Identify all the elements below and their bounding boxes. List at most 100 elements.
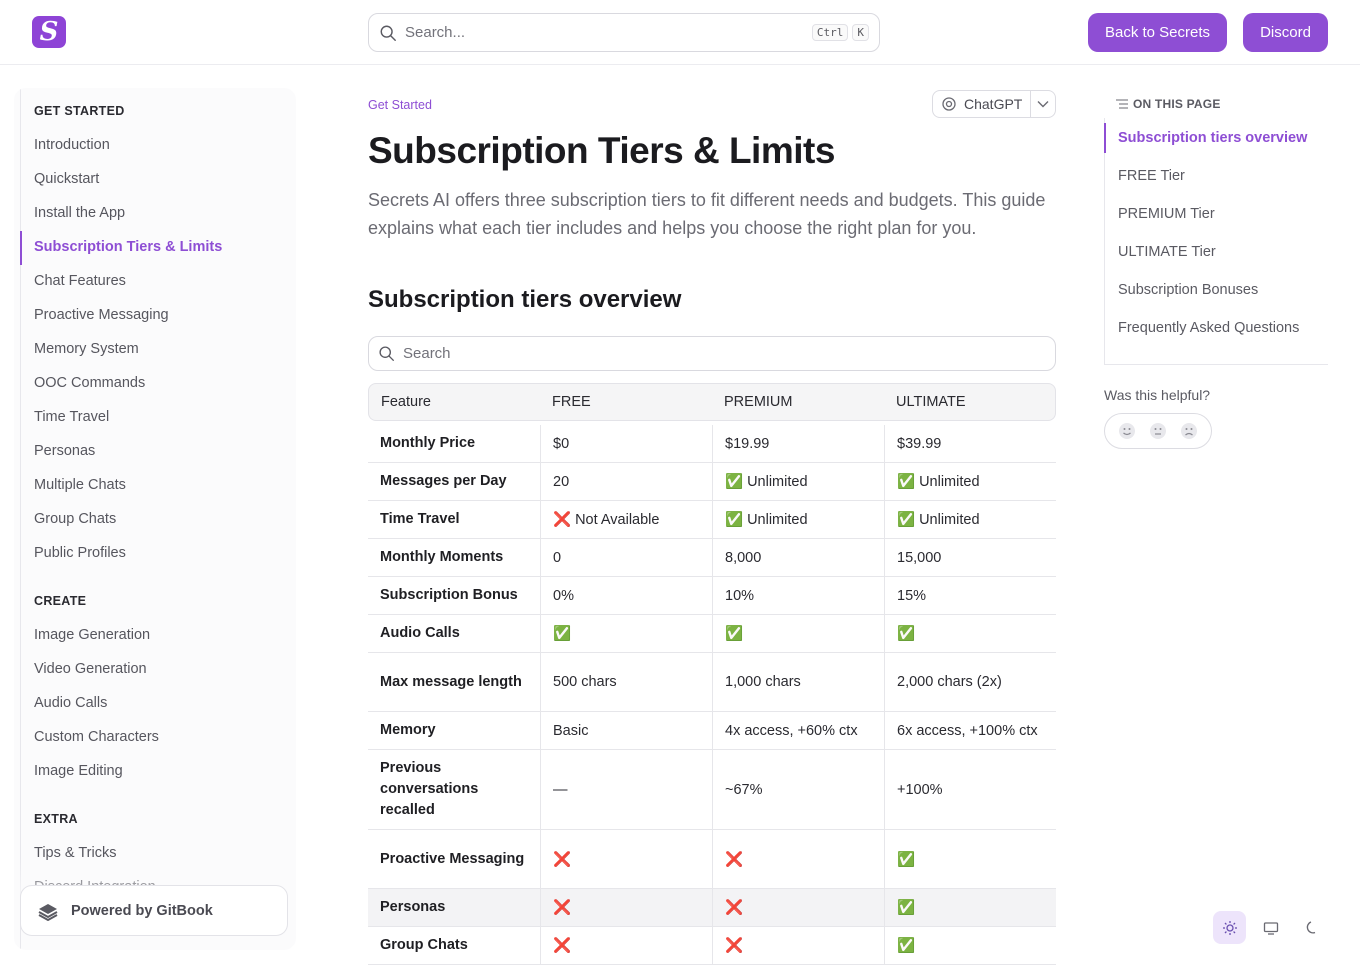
feature-cell: Proactive Messaging bbox=[368, 830, 540, 889]
helpful-label: Was this helpful? bbox=[1104, 387, 1211, 403]
value-cell: ❌ bbox=[540, 927, 712, 965]
table-row: Time Travel ❌ Not Available ✅ Unlimited ✅ U… bbox=[368, 501, 1056, 539]
value-cell: ❌ bbox=[712, 927, 884, 965]
dark-theme-button[interactable] bbox=[1295, 911, 1328, 944]
table-row: Memory Basic 4x access, +60% ctx 6x access,… bbox=[368, 712, 1056, 750]
toc-item-subscription-bonuses[interactable]: Subscription Bonuses bbox=[1118, 282, 1259, 298]
sidebar-item-introduction[interactable]: Introduction bbox=[34, 137, 110, 153]
feature-cell: Audio Calls bbox=[368, 615, 540, 653]
value-cell: ✅ bbox=[712, 615, 884, 653]
value-cell: ✅ Unlimited bbox=[884, 501, 1056, 539]
search-bar[interactable]: Search... Ctrl K bbox=[368, 13, 880, 52]
value-cell: 15% bbox=[884, 577, 1056, 615]
toc-item-free-tier[interactable]: FREE Tier bbox=[1118, 168, 1185, 184]
table-row: Max message length 500 chars 1,000 chars 2,… bbox=[368, 653, 1056, 712]
value-cell: 8,000 bbox=[712, 539, 884, 577]
sidebar-item-image-editing[interactable]: Image Editing bbox=[34, 763, 123, 779]
monitor-icon bbox=[1263, 921, 1278, 935]
value-cell: ❌ bbox=[712, 889, 884, 927]
toc-item-ultimate-tier[interactable]: ULTIMATE Tier bbox=[1118, 244, 1216, 260]
column-header-premium: PREMIUM bbox=[712, 383, 884, 421]
table-search-input[interactable]: Search bbox=[368, 336, 1056, 371]
value-cell: $19.99 bbox=[712, 425, 884, 463]
value-cell: $0 bbox=[540, 425, 712, 463]
toc-item-premium-tier[interactable]: PREMIUM Tier bbox=[1118, 206, 1215, 222]
sidebar-item-tips-and-tricks[interactable]: Tips & Tricks bbox=[34, 845, 117, 861]
chatgpt-button[interactable]: ChatGPT bbox=[933, 91, 1031, 117]
search-icon bbox=[379, 346, 394, 361]
value-cell: 10% bbox=[712, 577, 884, 615]
sidebar-item-install-the-app[interactable]: Install the App bbox=[34, 205, 126, 221]
neutral-face-icon[interactable] bbox=[1149, 422, 1167, 440]
value-cell: 4x access, +60% ctx bbox=[712, 712, 884, 750]
sidebar-item-group-chats[interactable]: Group Chats bbox=[34, 511, 117, 527]
table-search-placeholder: Search bbox=[403, 345, 451, 362]
feature-cell: Group Chats bbox=[368, 927, 540, 965]
toc-heading: ON THIS PAGE bbox=[1116, 97, 1221, 111]
system-theme-button[interactable] bbox=[1254, 911, 1287, 944]
sidebar-item-ooc-commands[interactable]: OOC Commands bbox=[34, 375, 146, 391]
moon-icon bbox=[1306, 920, 1315, 934]
toc-item-frequently-asked-questions[interactable]: Frequently Asked Questions bbox=[1118, 320, 1300, 336]
sidebar-item-custom-characters[interactable]: Custom Characters bbox=[34, 729, 159, 745]
sidebar-item-proactive-messaging[interactable]: Proactive Messaging bbox=[34, 307, 169, 323]
page-lead: Secrets AI offers three subscription tie… bbox=[368, 190, 1046, 238]
sidebar-item-subscription-tiers-and-limits[interactable]: Subscription Tiers & Limits bbox=[34, 239, 223, 255]
sidebar-section-heading: EXTRA bbox=[34, 812, 78, 826]
gitbook-icon bbox=[38, 903, 58, 921]
value-cell: 15,000 bbox=[884, 539, 1056, 577]
discord-button[interactable]: Discord bbox=[1243, 13, 1328, 52]
value-cell: ~67% bbox=[712, 750, 884, 830]
sidebar-item-audio-calls[interactable]: Audio Calls bbox=[34, 695, 108, 711]
chatgpt-dropdown[interactable] bbox=[1031, 100, 1055, 108]
light-theme-button[interactable] bbox=[1213, 911, 1246, 944]
sidebar-item-quickstart[interactable]: Quickstart bbox=[34, 171, 100, 187]
table-row: Subscription Bonus 0% 10% 15% bbox=[368, 577, 1056, 615]
back-to-secrets-button[interactable]: Back to Secrets bbox=[1088, 13, 1227, 52]
sidebar-item-personas[interactable]: Personas bbox=[34, 443, 96, 459]
table-row: Audio Calls ✅ ✅ ✅ bbox=[368, 615, 1056, 653]
sidebar-item-chat-features[interactable]: Chat Features bbox=[34, 273, 126, 289]
secrets-logo[interactable]: S bbox=[32, 16, 66, 48]
sidebar-item-video-generation[interactable]: Video Generation bbox=[34, 661, 147, 677]
toc-item-subscription-tiers-overview[interactable]: Subscription tiers overview bbox=[1118, 130, 1308, 146]
feature-cell: Monthly Price bbox=[368, 425, 540, 463]
toc-heading-label: ON THIS PAGE bbox=[1133, 97, 1221, 111]
section-heading: Subscription tiers overview bbox=[368, 286, 682, 313]
value-cell: ✅ Unlimited bbox=[712, 463, 884, 501]
chatgpt-label: ChatGPT bbox=[964, 96, 1023, 112]
value-cell: ❌ Not Available bbox=[540, 501, 712, 539]
powered-by-gitbook[interactable]: Powered by GitBook bbox=[20, 885, 288, 936]
value-cell: ✅ bbox=[884, 830, 1056, 889]
page-title: Subscription Tiers & Limits bbox=[368, 130, 835, 171]
sidebar-item-time-travel[interactable]: Time Travel bbox=[34, 409, 110, 425]
sidebar-item-memory-system[interactable]: Memory System bbox=[34, 341, 139, 357]
happy-face-icon[interactable] bbox=[1118, 422, 1136, 440]
value-cell: ❌ bbox=[540, 830, 712, 889]
value-cell: ✅ Unlimited bbox=[712, 501, 884, 539]
value-cell: 20 bbox=[540, 463, 712, 501]
feature-cell: Messages per Day bbox=[368, 463, 540, 501]
table-row: Messages per Day 20 ✅ Unlimited ✅ Unlimited bbox=[368, 463, 1056, 501]
powered-by-label: Powered by GitBook bbox=[71, 902, 213, 919]
breadcrumb[interactable]: Get Started bbox=[368, 98, 432, 112]
sidebar-section-heading: CREATE bbox=[34, 594, 87, 608]
value-cell: 0 bbox=[540, 539, 712, 577]
value-cell: ✅ bbox=[884, 927, 1056, 965]
sidebar-item-image-generation[interactable]: Image Generation bbox=[34, 627, 151, 643]
sidebar-item-multiple-chats[interactable]: Multiple Chats bbox=[34, 477, 126, 493]
sidebar-item-public-profiles[interactable]: Public Profiles bbox=[34, 545, 126, 561]
feature-cell: Previous conversations recalled bbox=[368, 750, 540, 830]
value-cell: ✅ bbox=[884, 889, 1056, 927]
column-header-ultimate: ULTIMATE bbox=[884, 383, 1056, 421]
feature-cell: Personas bbox=[368, 889, 540, 927]
sidebar-section-heading: GET STARTED bbox=[34, 104, 125, 118]
theme-switcher bbox=[1213, 911, 1328, 944]
sad-face-icon[interactable] bbox=[1180, 422, 1198, 440]
value-cell: Basic bbox=[540, 712, 712, 750]
column-header-free: FREE bbox=[540, 383, 712, 421]
table-row: Personas ❌ ❌ ✅ bbox=[368, 889, 1056, 927]
feature-cell: Time Travel bbox=[368, 501, 540, 539]
column-header-feature: Feature bbox=[368, 383, 540, 421]
table-row: Previous conversations recalled — ~67% +100… bbox=[368, 750, 1056, 830]
